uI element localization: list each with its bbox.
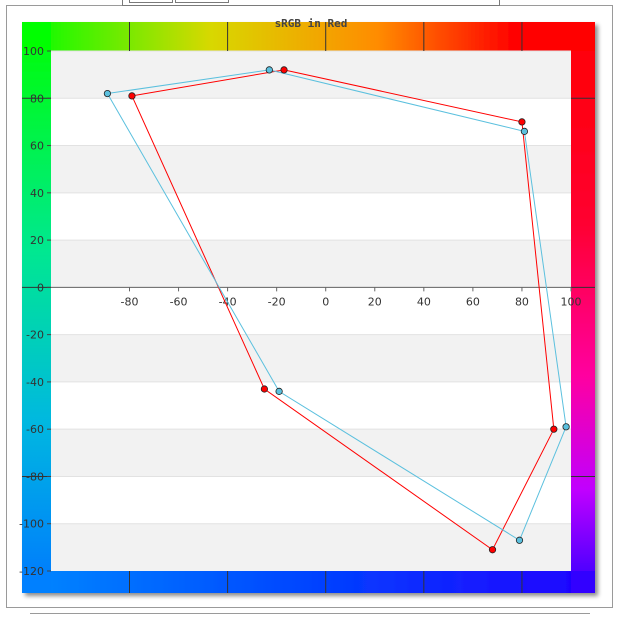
grid-band: [51, 51, 571, 99]
top-toolbar-widget[interactable]: [122, 0, 500, 6]
series-1-point[interactable]: [265, 66, 273, 74]
grid-band: [51, 429, 571, 477]
plot-background: [51, 51, 571, 571]
series-0-point[interactable]: [280, 66, 288, 74]
x-tick-label: 100: [561, 295, 582, 308]
series-0-point[interactable]: [488, 546, 497, 554]
series-0-point[interactable]: [128, 92, 136, 100]
y-tick-label: 100: [23, 45, 44, 58]
series-1-point[interactable]: [515, 536, 524, 544]
series-1-point[interactable]: [103, 89, 112, 98]
grid-band: [51, 145, 571, 193]
y-tick-labels: 100 80 60 40 20 0 -20 -40 -60 -80 -100 -120: [19, 45, 44, 578]
series-layer: [103, 66, 570, 554]
x-tick-label: 80: [515, 295, 529, 308]
grid-band: [51, 334, 571, 382]
y-tick-label: -40: [26, 376, 44, 389]
grid-band: [51, 240, 571, 288]
bottom-divider: [30, 613, 590, 614]
chart-title: sRGB in Red: [275, 17, 348, 30]
y-tick-label: -20: [26, 329, 44, 342]
y-tick-label: 20: [30, 234, 44, 247]
x-tick-label: -60: [170, 295, 188, 308]
x-tick-label: -80: [121, 295, 139, 308]
y-tick-label: -100: [19, 518, 44, 531]
y-tick-label: 80: [30, 92, 44, 105]
x-tick-label: 60: [466, 295, 480, 308]
y-tick-label: 0: [37, 281, 44, 294]
series-1-point[interactable]: [520, 127, 528, 135]
y-tick-label: -80: [26, 470, 44, 483]
frame-tick-marks: [22, 22, 595, 593]
axes: [47, 50, 572, 572]
toolbar-tab-2[interactable]: [175, 0, 229, 3]
grid-bands: [51, 50, 571, 571]
y-tick-label: -120: [19, 565, 44, 578]
series-0-point[interactable]: [518, 118, 526, 126]
x-tick-label: 40: [417, 295, 431, 308]
x-tick-label: -20: [268, 295, 286, 308]
series-0-point[interactable]: [550, 425, 558, 433]
x-tick-label: 0: [322, 295, 329, 308]
y-tick-label: -60: [26, 423, 44, 436]
series-1-point[interactable]: [562, 423, 570, 431]
series-0-point[interactable]: [260, 385, 268, 393]
x-tick-label: 20: [368, 295, 382, 308]
toolbar-tab-1[interactable]: [129, 0, 173, 3]
plot-area: [51, 51, 571, 571]
series-1-point[interactable]: [275, 387, 283, 395]
grid-band: [51, 523, 571, 571]
y-tick-label: 40: [30, 187, 44, 200]
y-tick-label: 60: [30, 140, 44, 153]
